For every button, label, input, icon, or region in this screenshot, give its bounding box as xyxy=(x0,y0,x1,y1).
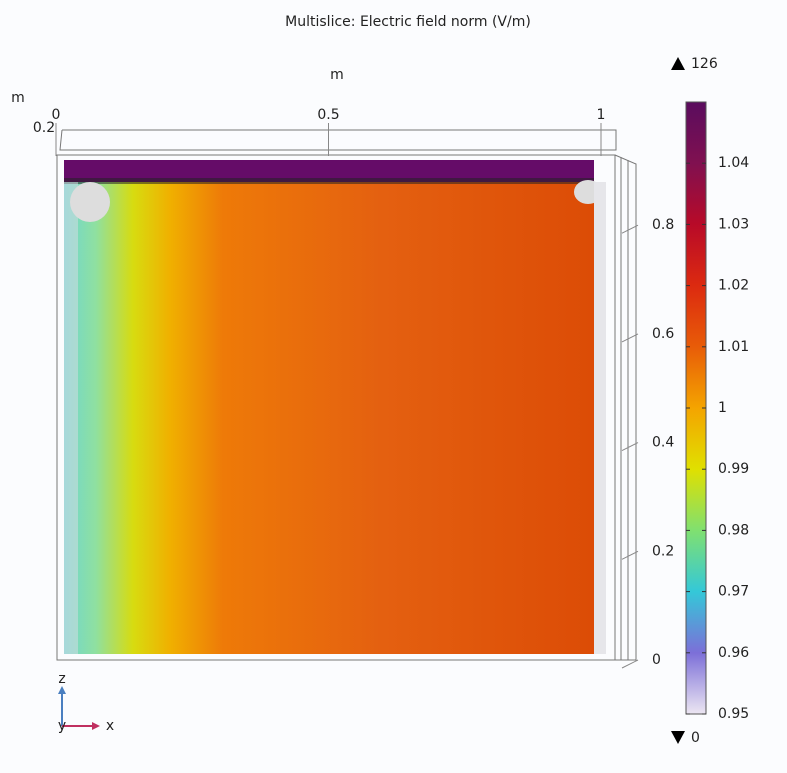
z-tick-label: 0 xyxy=(652,652,661,668)
singularity xyxy=(70,182,110,222)
top-face xyxy=(59,129,617,151)
triad-y: y xyxy=(58,718,66,734)
z-tick xyxy=(621,442,639,452)
z-arrowhead xyxy=(58,686,66,694)
box xyxy=(56,129,637,661)
colorbar-tick-label: 1.02 xyxy=(718,278,749,294)
colorbar-tick-label: 0.95 xyxy=(718,706,749,722)
z-tick xyxy=(621,333,639,343)
z-tick-label: 0.2 xyxy=(652,543,674,559)
x-tick-label: 1 xyxy=(597,107,606,123)
field-edge xyxy=(64,178,594,184)
z-tick xyxy=(621,224,639,234)
min-arrow xyxy=(671,731,685,744)
field-left-edge xyxy=(64,182,78,654)
max-arrow xyxy=(671,57,685,70)
colorbar-tick-label: 1.01 xyxy=(718,339,749,355)
x-tick-label: 0 xyxy=(52,107,61,123)
z-unit: m xyxy=(11,90,25,106)
colorbar-tick-label: 1.04 xyxy=(718,155,749,171)
colorbar-tick-label: 1.03 xyxy=(718,216,749,232)
chart-title: Multislice: Electric field norm (V/m) xyxy=(285,14,531,30)
colorbar-tick-label: 0.99 xyxy=(718,461,749,477)
depth-tick-label: 0.2 xyxy=(33,120,55,136)
field xyxy=(64,160,594,654)
front-face xyxy=(56,154,616,661)
x-arrowhead xyxy=(92,722,100,730)
x-tick-label: 0.5 xyxy=(317,107,339,123)
field-top-band xyxy=(64,160,594,182)
field-right-edge xyxy=(594,182,606,654)
colorbar-tick-label: 0.97 xyxy=(718,584,749,600)
side-face xyxy=(614,154,637,661)
triad-z: z xyxy=(58,671,65,687)
z-tick xyxy=(621,550,639,560)
field-slice xyxy=(64,160,606,654)
triad-x: x xyxy=(106,718,114,734)
colorbar-tick-label: 1 xyxy=(718,400,727,416)
z-tick-label: 0.6 xyxy=(652,326,674,342)
z-tick xyxy=(621,659,639,669)
z-tick-label: 0.8 xyxy=(652,217,674,233)
x-unit: m xyxy=(330,67,344,83)
z-tick-label: 0.4 xyxy=(652,435,674,451)
axis-triad: z y x xyxy=(58,671,114,734)
colorbar-tick-label: 0.98 xyxy=(718,522,749,538)
colorbar-tick-label: 0.96 xyxy=(718,645,749,661)
min-label: 0 xyxy=(691,730,700,746)
max-label: 126 xyxy=(691,56,718,72)
